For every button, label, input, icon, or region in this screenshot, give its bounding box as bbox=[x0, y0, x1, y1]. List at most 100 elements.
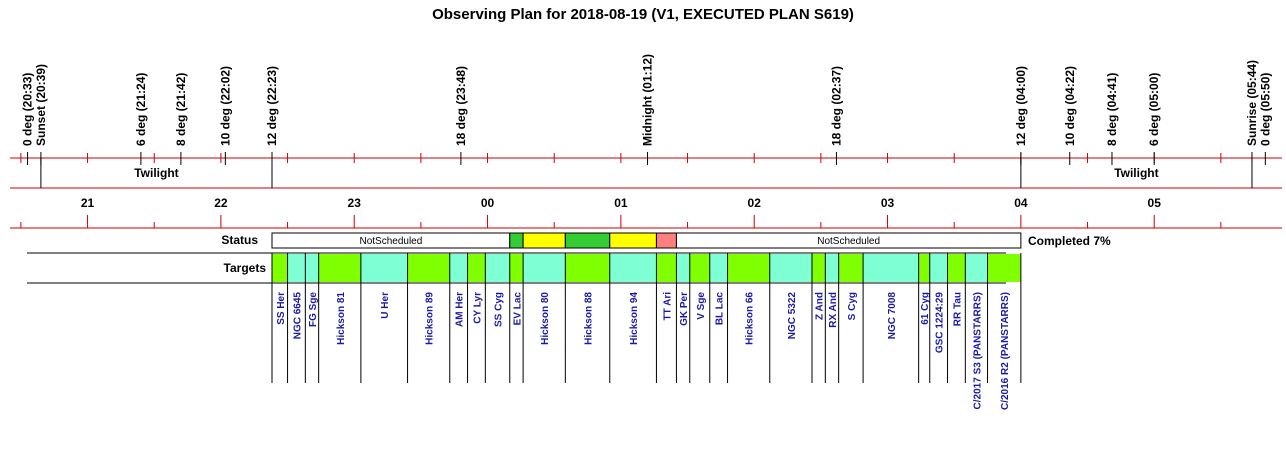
target-block bbox=[838, 254, 864, 282]
target-block bbox=[509, 254, 524, 282]
target-block bbox=[485, 254, 510, 282]
hour-label: 22 bbox=[214, 196, 228, 210]
status-row-label: Status bbox=[221, 233, 258, 247]
target-block bbox=[676, 254, 690, 282]
event-label: 10 deg (04:22) bbox=[1063, 66, 1077, 146]
event-label: 12 deg (22:23) bbox=[265, 66, 279, 146]
target-block bbox=[947, 254, 966, 282]
target-block bbox=[929, 254, 948, 282]
target-name: Hickson 66 bbox=[745, 292, 756, 345]
hour-label: 23 bbox=[348, 196, 362, 210]
target-block bbox=[769, 254, 812, 282]
target-block bbox=[272, 254, 288, 282]
hour-label: 01 bbox=[614, 196, 628, 210]
target-name: Hickson 89 bbox=[425, 292, 436, 345]
status-segment bbox=[675, 232, 1022, 249]
status-segment bbox=[609, 232, 657, 249]
target-name: Hickson 94 bbox=[629, 292, 640, 345]
target-name: NGC 6645 bbox=[292, 292, 303, 340]
status-segment bbox=[655, 232, 677, 249]
target-name: SS Her bbox=[276, 292, 287, 325]
target-name: RR Tau bbox=[952, 292, 963, 326]
target-name: EV Lac bbox=[512, 292, 523, 326]
twilight-label-morning: Twilight bbox=[1114, 166, 1158, 180]
target-block bbox=[918, 254, 930, 282]
target-name: S Cyg bbox=[847, 292, 858, 320]
event-label: Sunset (20:39) bbox=[34, 64, 48, 146]
target-name: TT Ari bbox=[662, 292, 673, 321]
event-label: 6 deg (05:00) bbox=[1147, 73, 1161, 146]
event-label: 10 deg (22:02) bbox=[218, 66, 232, 146]
targets-row-label: Targets bbox=[224, 261, 267, 275]
target-block bbox=[987, 254, 1021, 282]
target-block bbox=[656, 254, 677, 282]
target-name: 61 Cyg bbox=[920, 292, 931, 325]
twilight-band: Twilight Twilight bbox=[134, 166, 1158, 180]
target-block bbox=[565, 254, 610, 282]
target-name: BL Lac bbox=[715, 292, 726, 326]
hour-label: 03 bbox=[881, 196, 895, 210]
status-row: Status Completed 7% NotScheduled NotSched… bbox=[221, 232, 1111, 249]
target-name: Hickson 81 bbox=[336, 292, 347, 345]
event-label: 18 deg (23:48) bbox=[454, 66, 468, 146]
target-block bbox=[709, 254, 728, 282]
status-segment-label: NotScheduled bbox=[817, 236, 880, 247]
event-markers: 0 deg (20:33) Sunset (20:39) 6 deg (21:24)… bbox=[21, 54, 1272, 165]
target-block bbox=[609, 254, 657, 282]
hour-axis: 21 22 23 00 01 02 03 04 05 bbox=[81, 196, 1161, 210]
target-block bbox=[965, 254, 988, 282]
hour-label: 02 bbox=[748, 196, 762, 210]
target-block bbox=[811, 254, 826, 282]
target-block bbox=[727, 254, 770, 282]
target-name: AM Her bbox=[455, 292, 466, 327]
target-name: FG Sge bbox=[308, 292, 319, 327]
target-block bbox=[825, 254, 839, 282]
event-label: 8 deg (04:41) bbox=[1105, 73, 1119, 146]
target-block bbox=[863, 254, 919, 282]
target-name: RX And bbox=[828, 292, 839, 328]
target-name: V Sge bbox=[696, 292, 707, 320]
target-name: Hickson 80 bbox=[540, 292, 551, 345]
event-label: Sunrise (05:44) bbox=[1245, 60, 1259, 146]
event-label: 0 deg (05:50) bbox=[1258, 73, 1272, 146]
target-name: C/2017 S3 (PANSTARRS) bbox=[972, 292, 983, 409]
target-name: NGC 7008 bbox=[887, 292, 898, 340]
target-block bbox=[360, 254, 408, 282]
target-name: U Her bbox=[380, 292, 391, 319]
target-name: C/2016 R2 (PANSTARRS) bbox=[1000, 292, 1011, 410]
completed-percent: Completed 7% bbox=[1028, 234, 1111, 248]
event-label: 6 deg (21:24) bbox=[134, 73, 148, 146]
target-block bbox=[523, 254, 566, 282]
target-block bbox=[449, 254, 468, 282]
target-name: SS Cyg bbox=[494, 292, 505, 327]
target-name: GSC 1224:29 bbox=[935, 292, 946, 354]
target-name: NGC 5322 bbox=[787, 292, 798, 340]
target-block bbox=[689, 254, 710, 282]
event-label: 0 deg (20:33) bbox=[21, 73, 35, 146]
target-name: GK Per bbox=[679, 292, 690, 326]
target-block bbox=[407, 254, 450, 282]
target-block bbox=[305, 254, 319, 282]
plan-title: Observing Plan for 2018-08-19 (V1, EXECU… bbox=[432, 6, 854, 23]
targets-row: Targets SS Her NGC 6645 FG Sge Hickson 81 U … bbox=[224, 253, 1022, 410]
status-segment bbox=[522, 232, 566, 249]
hour-label: 00 bbox=[481, 196, 495, 210]
hour-label: 04 bbox=[1014, 196, 1028, 210]
target-name: Z And bbox=[815, 292, 826, 320]
hour-label: 05 bbox=[1148, 196, 1162, 210]
event-label: 12 deg (04:00) bbox=[1014, 66, 1028, 146]
target-block bbox=[467, 254, 486, 282]
target-block bbox=[287, 254, 306, 282]
event-label: 8 deg (21:42) bbox=[174, 73, 188, 146]
event-label: Midnight (01:12) bbox=[641, 54, 655, 146]
event-label: 18 deg (02:37) bbox=[829, 66, 843, 146]
hour-label: 21 bbox=[81, 196, 95, 210]
status-segment-label: NotScheduled bbox=[359, 236, 422, 247]
target-name: CY Lyr bbox=[472, 292, 483, 324]
twilight-label-evening: Twilight bbox=[134, 166, 178, 180]
status-segment bbox=[564, 232, 611, 249]
target-block bbox=[318, 254, 361, 282]
status-segment bbox=[509, 232, 524, 249]
target-name: Hickson 88 bbox=[584, 292, 595, 345]
